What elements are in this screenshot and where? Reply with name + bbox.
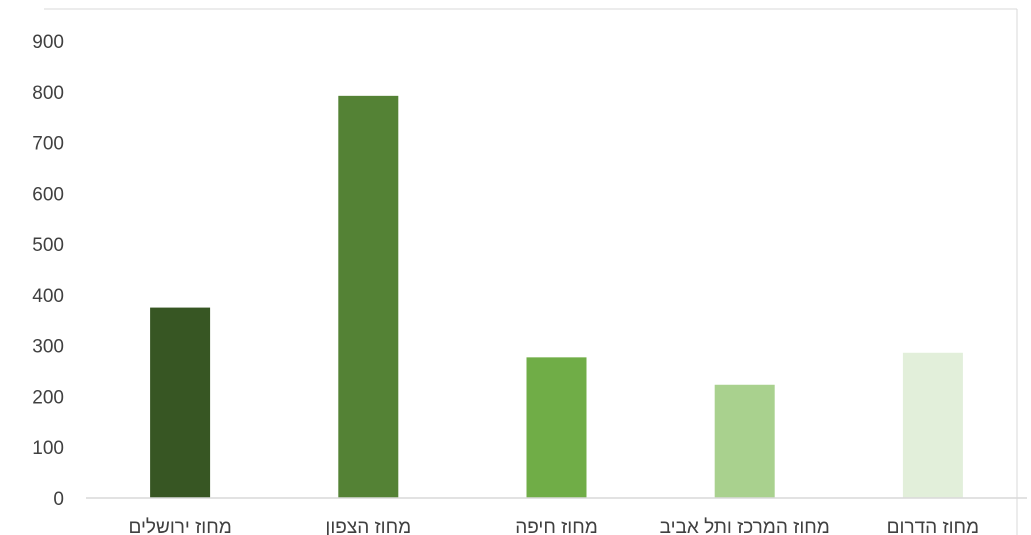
bar-5 [902, 352, 963, 498]
x-category-label-2: מחוז הצפון [325, 517, 411, 535]
x-category-label-1: מחוז ירושלים [128, 517, 231, 535]
x-category-label-5: מחוז הדרום [887, 517, 979, 535]
y-tick-label-100: 100 [32, 438, 64, 459]
y-tick-label-0: 0 [53, 489, 64, 510]
y-tick-label-900: 900 [32, 32, 64, 53]
y-tick-label-500: 500 [32, 235, 64, 256]
y-tick-label-700: 700 [32, 134, 64, 155]
x-axis-labels: מחוז ירושלים מחוז הצפון מחוז חיפה מחוז המרכ… [128, 517, 979, 535]
bar-3 [526, 357, 587, 498]
y-tick-label-600: 600 [32, 184, 64, 205]
y-tick-label-400: 400 [32, 286, 64, 307]
x-category-label-3: מחוז חיפה [515, 517, 598, 535]
bar-1 [150, 307, 211, 498]
y-tick-label-300: 300 [32, 337, 64, 358]
bar-2 [338, 95, 399, 498]
bars-group [150, 95, 963, 498]
x-category-label-4: מחוז המרכז ותל אביב [660, 517, 830, 535]
y-tick-label-800: 800 [32, 83, 64, 104]
y-tick-label-200: 200 [32, 387, 64, 408]
y-axis-ticks: 0 100 200 300 400 500 600 700 800 900 [32, 32, 64, 510]
bar-4 [714, 384, 775, 498]
